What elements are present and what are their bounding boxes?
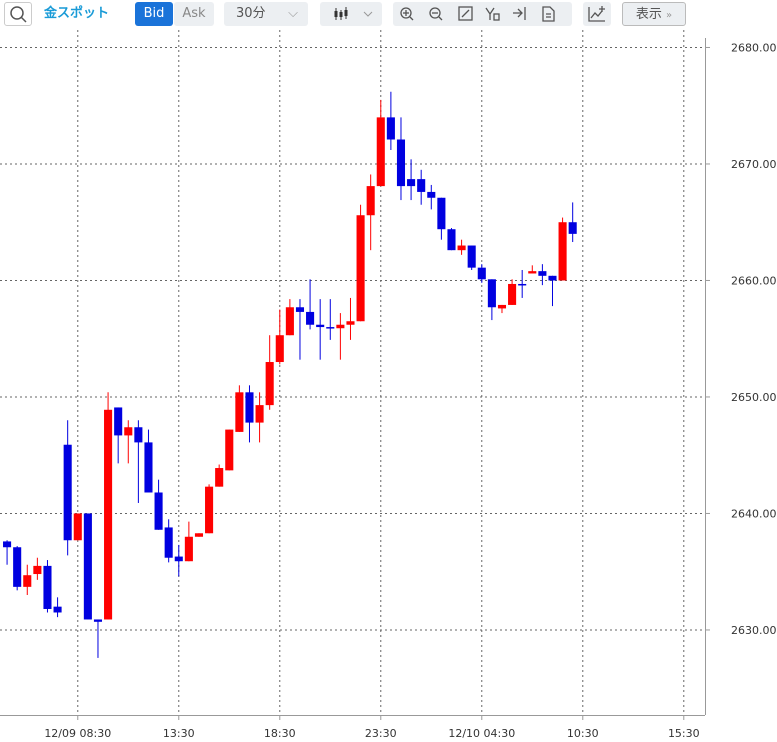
candle-body	[93, 619, 103, 622]
candle-body	[316, 324, 325, 328]
candle-body	[376, 117, 385, 187]
candle-body	[255, 405, 264, 423]
candle-body	[396, 139, 406, 187]
display: 表示	[635, 7, 662, 22]
y-tick-label: 2660.00	[731, 274, 777, 287]
candle-body	[568, 222, 577, 234]
candle-body	[548, 275, 557, 281]
candle-body	[3, 541, 12, 548]
candle-body	[538, 271, 547, 276]
x-tick-label: 12/10 04:30	[448, 727, 515, 740]
tools	[393, 2, 572, 26]
display-button[interactable]: 表示 »	[622, 2, 686, 26]
candle-body	[285, 307, 294, 336]
candle-body	[235, 392, 244, 432]
candle-body	[83, 513, 92, 620]
chevron: »	[666, 10, 673, 21]
bid-button[interactable]: Bid	[135, 2, 173, 26]
candle-body	[467, 245, 476, 268]
x-tick-label: 13:30	[163, 727, 195, 740]
indicator-icon	[588, 6, 605, 22]
candle-body	[336, 324, 345, 329]
x-tick-label: 10:30	[567, 727, 599, 740]
candle-body	[13, 547, 22, 587]
candle-body	[518, 283, 527, 286]
instrument[interactable]: 金スポット	[44, 6, 110, 21]
candle-body	[346, 321, 355, 325]
candle-body	[487, 279, 496, 308]
candle-body	[134, 427, 143, 443]
chevron: ⌵	[288, 6, 298, 21]
candle-body	[53, 606, 62, 613]
x-tick-label: 18:30	[264, 727, 296, 740]
candle-body	[306, 311, 315, 325]
y-tick-label: 2630.00	[731, 624, 777, 637]
candle-body	[295, 307, 305, 312]
search-button[interactable]	[4, 2, 32, 26]
x-tick-label: 15:30	[668, 727, 700, 740]
candle-body	[164, 527, 173, 558]
candle-body	[104, 409, 113, 620]
y-tick-label: 2680.00	[731, 41, 777, 54]
chart-type-icon	[334, 7, 373, 20]
candle-body	[194, 533, 204, 537]
y-tick-label: 2650.00	[731, 391, 777, 404]
candle-body	[447, 229, 456, 251]
interval: 30分	[236, 6, 266, 21]
candle-body	[184, 536, 193, 562]
indicator-button[interactable]	[583, 2, 611, 26]
candle-body	[215, 468, 224, 487]
y-tick-label: 2670.00	[731, 158, 777, 171]
candle-body	[144, 442, 153, 493]
chart-type-select[interactable]	[320, 2, 382, 26]
candle-body	[356, 215, 365, 322]
candle-body	[174, 556, 183, 562]
candle-body	[114, 407, 123, 436]
candle-body	[558, 222, 567, 281]
candle-body	[225, 429, 234, 471]
candle-body	[457, 245, 466, 251]
tool-icons	[400, 6, 555, 22]
candle-body	[265, 362, 274, 406]
candle-body	[437, 197, 446, 230]
candle-body	[245, 392, 254, 423]
candle-body	[366, 186, 375, 216]
x-tick-label: 23:30	[365, 727, 397, 740]
candle-body	[417, 179, 426, 192]
candle-body	[477, 267, 486, 280]
ask-button[interactable]: Ask	[174, 2, 214, 26]
candle-body	[275, 335, 284, 363]
chart: 2630.00 2640.00 2650.00 2660.00 2670.00 2680.…	[0, 30, 777, 740]
candle-body	[427, 191, 436, 198]
toolbar: 金スポット Bid Ask 30分 ⌵ 表示 »	[0, 0, 777, 30]
candle-body	[43, 565, 52, 609]
candle-body	[23, 575, 32, 587]
candle-body	[326, 327, 335, 329]
candle-body	[33, 565, 42, 575]
x-tick-label: 12/09 08:30	[44, 727, 111, 740]
candle-body	[528, 271, 537, 274]
candle-body	[386, 117, 395, 140]
candle-body	[63, 444, 72, 541]
candle-body	[407, 179, 416, 187]
candle-body	[508, 283, 517, 305]
candle-body	[205, 486, 214, 534]
candle-body	[154, 492, 163, 530]
candle-body	[73, 513, 82, 541]
interval-select[interactable]: 30分 ⌵	[224, 2, 308, 26]
search-icon	[10, 6, 27, 23]
y-tick-label: 2640.00	[731, 507, 777, 520]
candle-body	[124, 427, 133, 436]
candle-body	[497, 304, 507, 309]
